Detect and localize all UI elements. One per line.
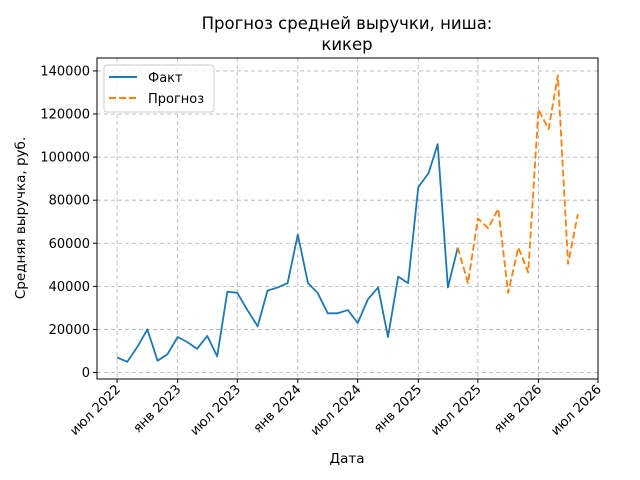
y-axis-label: Средняя выручка, руб.: [13, 137, 29, 299]
y-tick-label: 40000: [49, 280, 90, 295]
x-axis-label: Дата: [330, 451, 365, 467]
y-tick-label: 140000: [40, 64, 90, 79]
legend: Факт Прогноз: [103, 64, 215, 113]
y-tick-label: 80000: [49, 194, 90, 209]
chart-title-line1: Прогноз средней выручки, ниша:: [202, 14, 493, 33]
chart-title-line2: кикер: [321, 35, 372, 54]
legend-label-fact: Факт: [148, 71, 183, 86]
legend-label-forecast: Прогноз: [148, 92, 204, 107]
plot-frame: [96, 57, 599, 380]
series-line-0: [116, 143, 459, 363]
y-tick-label: 0: [82, 366, 90, 381]
series-group: [116, 74, 579, 363]
series-line-1: [456, 74, 579, 294]
y-tick-label: 60000: [49, 237, 90, 252]
y-axis: 0 20000 40000 60000 80000 100000 120000 140000: [40, 64, 97, 381]
y-tick-label: 100000: [40, 151, 90, 166]
y-tick-label: 120000: [40, 108, 90, 123]
y-tick-label: 20000: [49, 323, 90, 338]
